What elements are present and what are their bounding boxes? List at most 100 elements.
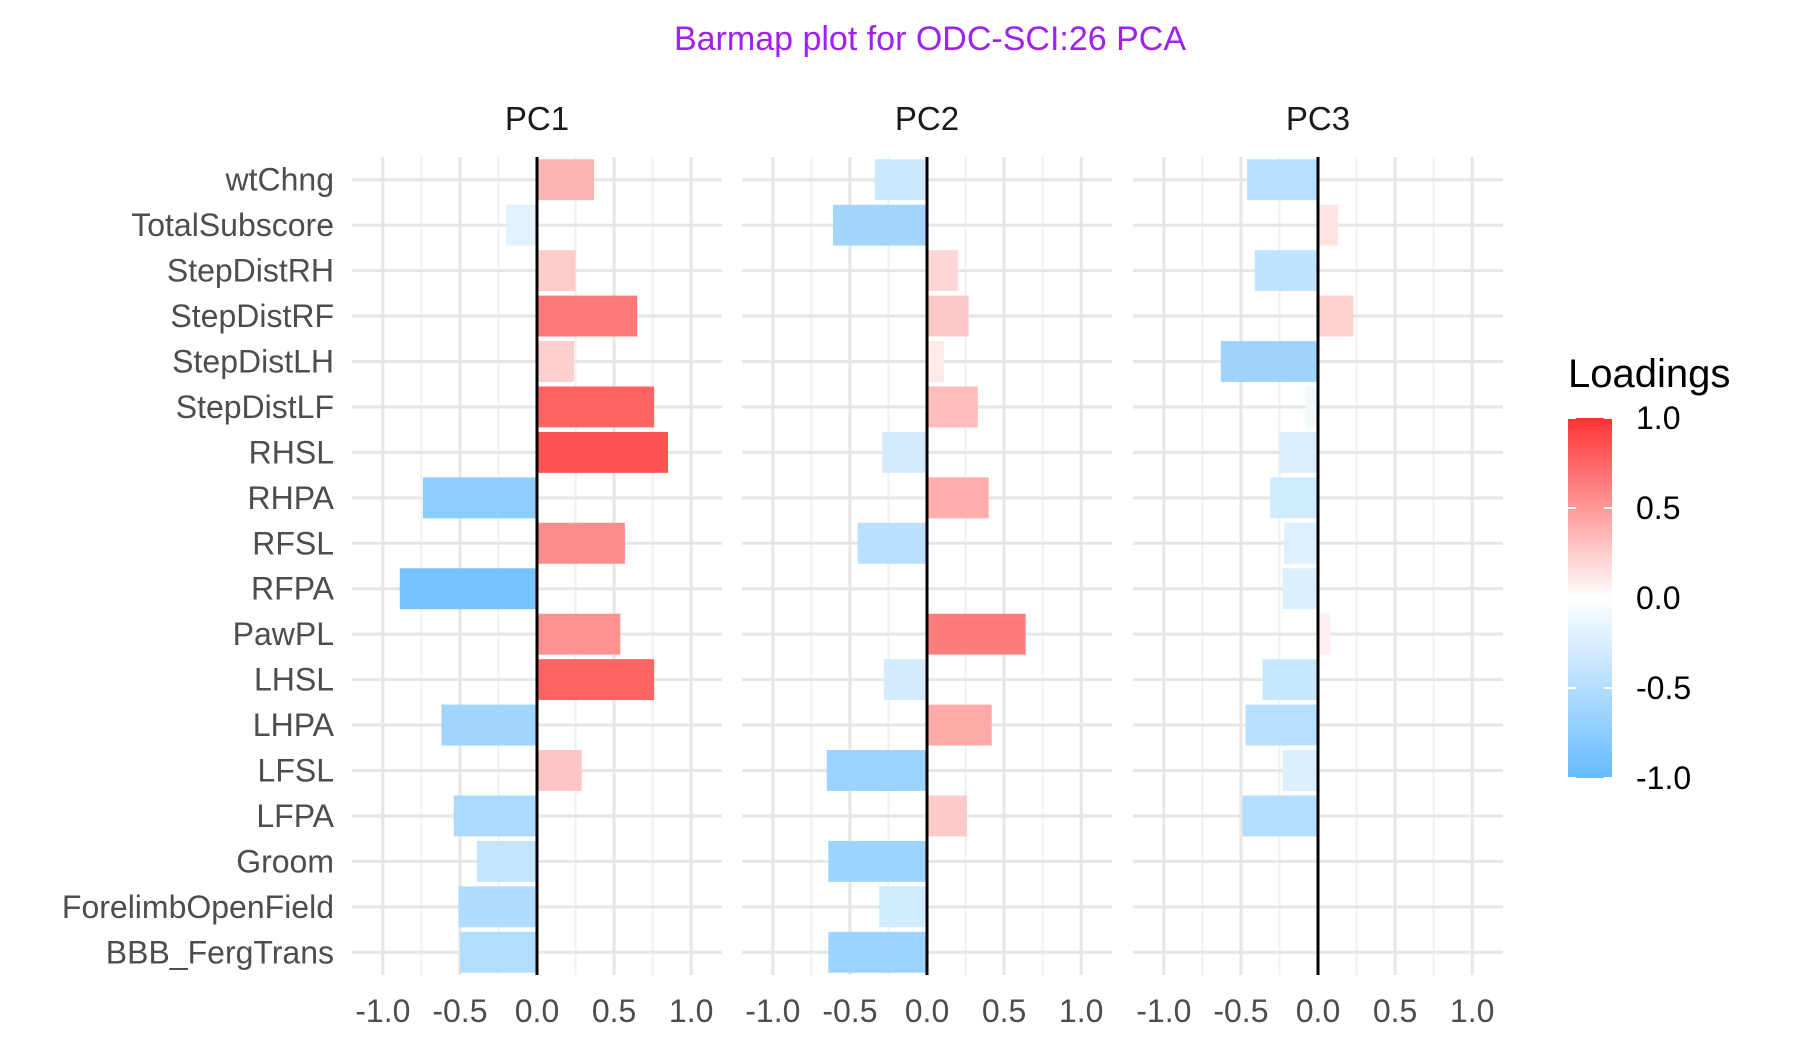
bar-pc2-PawPL <box>927 613 1026 655</box>
category-labels: wtChng TotalSubscore StepDistRH StepDistRF S… <box>62 162 335 971</box>
x-tick-label: 1.0 <box>1450 993 1494 1029</box>
bar-pc2-LHSL <box>883 659 927 701</box>
bar-pc3-RHPA <box>1270 477 1318 519</box>
bar-pc2-StepDistLF <box>927 386 978 428</box>
x-tick-label: 0.0 <box>1296 993 1340 1029</box>
legend-tick-label: 0.5 <box>1636 490 1680 526</box>
bar-pc3-RFSL <box>1284 522 1318 564</box>
x-tick-label: -0.5 <box>1213 993 1268 1029</box>
bar-pc3-RFPA <box>1282 568 1318 610</box>
category-label: StepDistLH <box>172 344 334 380</box>
bar-pc2-StepDistRH <box>927 250 958 292</box>
category-label: StepDistRH <box>167 253 334 289</box>
facet-label-pc2: PC2 <box>895 100 959 137</box>
bar-pc1-PawPL <box>537 613 621 655</box>
bar-pc1-TotalSubscore <box>506 204 537 246</box>
bar-pc3-StepDistLH <box>1220 341 1318 382</box>
bar-pc1-LHSL <box>537 659 655 701</box>
x-tick-label: -1.0 <box>1136 993 1191 1029</box>
facet-label-pc3: PC3 <box>1286 100 1350 137</box>
bar-pc3-LHPA <box>1245 704 1318 746</box>
x-tick-label: 0.5 <box>982 993 1026 1029</box>
category-label: RHPA <box>247 480 334 516</box>
bar-pc3-StepDistLF <box>1305 386 1318 428</box>
category-label: ForelimbOpenField <box>62 889 334 925</box>
bar-pc2-StepDistLH <box>927 341 944 382</box>
bar-pc1-LHPA <box>441 704 537 746</box>
legend-tick-label: -1.0 <box>1636 760 1691 796</box>
facet-panels: PC1 -1.0 -0.5 0.0 0.5 1.0 PC2 -1.0 -0.5 0.0 0.5 1.0… <box>352 100 1503 1029</box>
legend-tick-label: -0.5 <box>1636 670 1691 706</box>
legend-tick-label: 0.0 <box>1636 580 1680 616</box>
category-label: LHSL <box>254 662 334 698</box>
facet-label-pc1: PC1 <box>505 100 569 137</box>
category-label: PawPL <box>233 616 334 652</box>
panel-pc3: PC3 -1.0 -0.5 0.0 0.5 1.0 <box>1133 100 1503 1029</box>
category-label: LFPA <box>256 798 334 834</box>
category-label: Groom <box>236 843 334 879</box>
bar-pc1-StepDistLF <box>537 386 655 428</box>
bar-pc1-LFPA <box>453 795 537 837</box>
category-label: RHSL <box>249 434 334 470</box>
bar-pc1-StepDistRF <box>537 295 638 337</box>
bar-pc2-BBB_FergTrans <box>828 931 927 973</box>
bar-pc1-BBB_FergTrans <box>459 931 537 973</box>
bar-pc3-LHSL <box>1262 659 1318 701</box>
bar-pc2-LFPA <box>927 795 968 837</box>
category-label: wtChng <box>225 162 335 198</box>
category-label: RFPA <box>251 571 335 607</box>
bar-pc2-TotalSubscore <box>832 204 927 246</box>
bar-pc1-Groom <box>476 840 537 882</box>
bar-pc1-RFSL <box>537 522 625 564</box>
bar-pc3-wtChng <box>1247 159 1318 201</box>
category-label: LFSL <box>258 753 334 789</box>
bar-pc2-LHPA <box>927 704 992 746</box>
category-label: RFSL <box>252 525 334 561</box>
bar-pc2-Groom <box>828 840 927 882</box>
x-tick-label: 1.0 <box>1059 993 1103 1029</box>
bar-pc3-StepDistRH <box>1254 250 1318 292</box>
bar-pc3-TotalSubscore <box>1318 204 1339 246</box>
bar-pc2-LFSL <box>826 750 927 791</box>
x-tick-label: -1.0 <box>745 993 800 1029</box>
x-tick-label: -0.5 <box>432 993 487 1029</box>
x-tick-label: 1.0 <box>669 993 713 1029</box>
x-tick-label: 0.0 <box>515 993 559 1029</box>
legend-tick-label: 1.0 <box>1636 400 1680 436</box>
category-label: BBB_FergTrans <box>106 934 334 970</box>
bar-pc1-StepDistLH <box>537 341 574 382</box>
bar-pc3-LFSL <box>1282 750 1318 791</box>
legend-ticks: 1.0 0.5 0.0 -0.5 -1.0 <box>1568 400 1691 796</box>
bar-pc1-LFSL <box>537 750 582 791</box>
bar-pc2-RFSL <box>857 522 927 564</box>
category-label: StepDistLF <box>176 389 334 425</box>
bar-pc1-ForelimbOpenField <box>458 886 537 928</box>
bar-pc1-StepDistRH <box>537 250 576 292</box>
bar-pc2-wtChng <box>874 159 927 201</box>
category-label: LHPA <box>253 707 335 743</box>
panel-pc1: PC1 -1.0 -0.5 0.0 0.5 1.0 <box>352 100 722 1029</box>
bar-pc2-StepDistRF <box>927 295 969 337</box>
loadings-legend: Loadings 1.0 0.5 0.0 -0.5 -1.0 <box>1568 352 1730 796</box>
panel-pc2: PC2 -1.0 -0.5 0.0 0.5 1.0 <box>742 100 1112 1029</box>
x-tick-label: 0.5 <box>1373 993 1417 1029</box>
legend-title: Loadings <box>1568 352 1730 396</box>
bar-pc3-PawPL <box>1318 613 1331 655</box>
bar-pc1-RHSL <box>537 431 669 473</box>
bar-pc2-ForelimbOpenField <box>879 886 927 928</box>
category-label: TotalSubscore <box>131 207 334 243</box>
x-tick-label: 0.0 <box>905 993 949 1029</box>
bar-pc2-RHSL <box>882 431 927 473</box>
chart-title: Barmap plot for ODC-SCI:26 PCA <box>674 20 1186 58</box>
x-tick-label: -0.5 <box>822 993 877 1029</box>
bar-pc1-RFPA <box>399 568 537 610</box>
category-label: StepDistRF <box>170 298 334 334</box>
bar-pc1-RHPA <box>422 477 537 519</box>
bar-pc3-StepDistRF <box>1318 295 1354 337</box>
bar-pc2-RHPA <box>927 477 989 519</box>
bar-pc1-wtChng <box>537 159 595 201</box>
bar-pc3-LFPA <box>1242 795 1318 837</box>
x-tick-label: 0.5 <box>592 993 636 1029</box>
x-tick-label: -1.0 <box>355 993 410 1029</box>
